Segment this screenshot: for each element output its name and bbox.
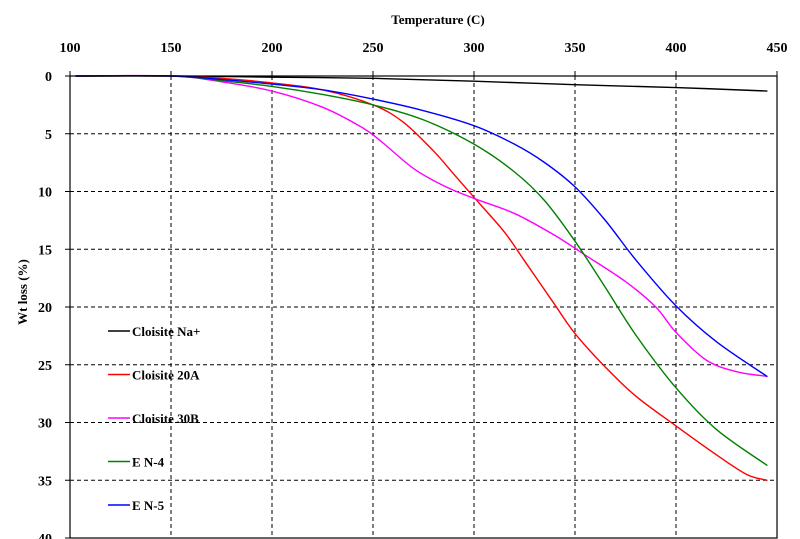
y-tick-label: 15 [38, 243, 52, 258]
series-line-cloisite-na [75, 75, 768, 92]
y-tick-label: 0 [45, 70, 52, 85]
y-tick-label: 40 [38, 532, 52, 539]
x-axis-title: Temperature (C) [391, 12, 485, 27]
x-tick-label: 150 [161, 41, 182, 56]
x-tick-label: 450 [767, 41, 788, 56]
plot-frame [69, 75, 778, 539]
x-tick-label: 350 [565, 41, 586, 56]
y-tick-label: 10 [38, 186, 52, 201]
x-tick-label: 100 [60, 41, 81, 56]
legend: Cloisite Na+ Cloisite 20A Cloisite 30B E N-… [108, 324, 200, 513]
series-line-cloisite-20a [75, 75, 768, 481]
x-tick-label: 250 [363, 41, 384, 56]
series-line-e-n-4 [75, 74, 768, 466]
legend-label-e-n-5: E N-5 [132, 498, 165, 513]
y-tick-label: 30 [38, 417, 52, 432]
series-line-e-n-5 [75, 75, 768, 377]
y-tick-label: 5 [45, 128, 52, 143]
legend-label-cloisite-30b: Cloisite 30B [132, 411, 199, 426]
y-tick-label: 25 [38, 359, 52, 374]
legend-label-cloisite-20a: Cloisite 20A [132, 368, 200, 383]
y-tick-label: 35 [38, 474, 52, 489]
tick-labels: 100 150 200 250 300 350 400 450 0 5 10 15 20 25 30 35 40 [38, 41, 788, 539]
y-axis-title: Wt loss (%) [15, 259, 30, 325]
x-tick-label: 300 [464, 41, 485, 56]
legend-label-cloisite-na: Cloisite Na+ [132, 324, 200, 339]
legend-label-e-n-4: E N-4 [132, 455, 165, 470]
x-tick-label: 200 [262, 41, 283, 56]
series-line-cloisite-30b [75, 74, 768, 377]
grid [70, 76, 777, 538]
x-tick-label: 400 [666, 41, 687, 56]
y-tick-label: 20 [38, 301, 52, 316]
